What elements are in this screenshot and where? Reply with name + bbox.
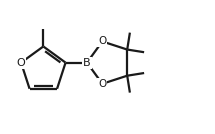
Text: B: B: [83, 58, 91, 68]
Text: O: O: [98, 79, 106, 89]
Text: O: O: [17, 58, 25, 68]
Text: O: O: [98, 36, 106, 46]
